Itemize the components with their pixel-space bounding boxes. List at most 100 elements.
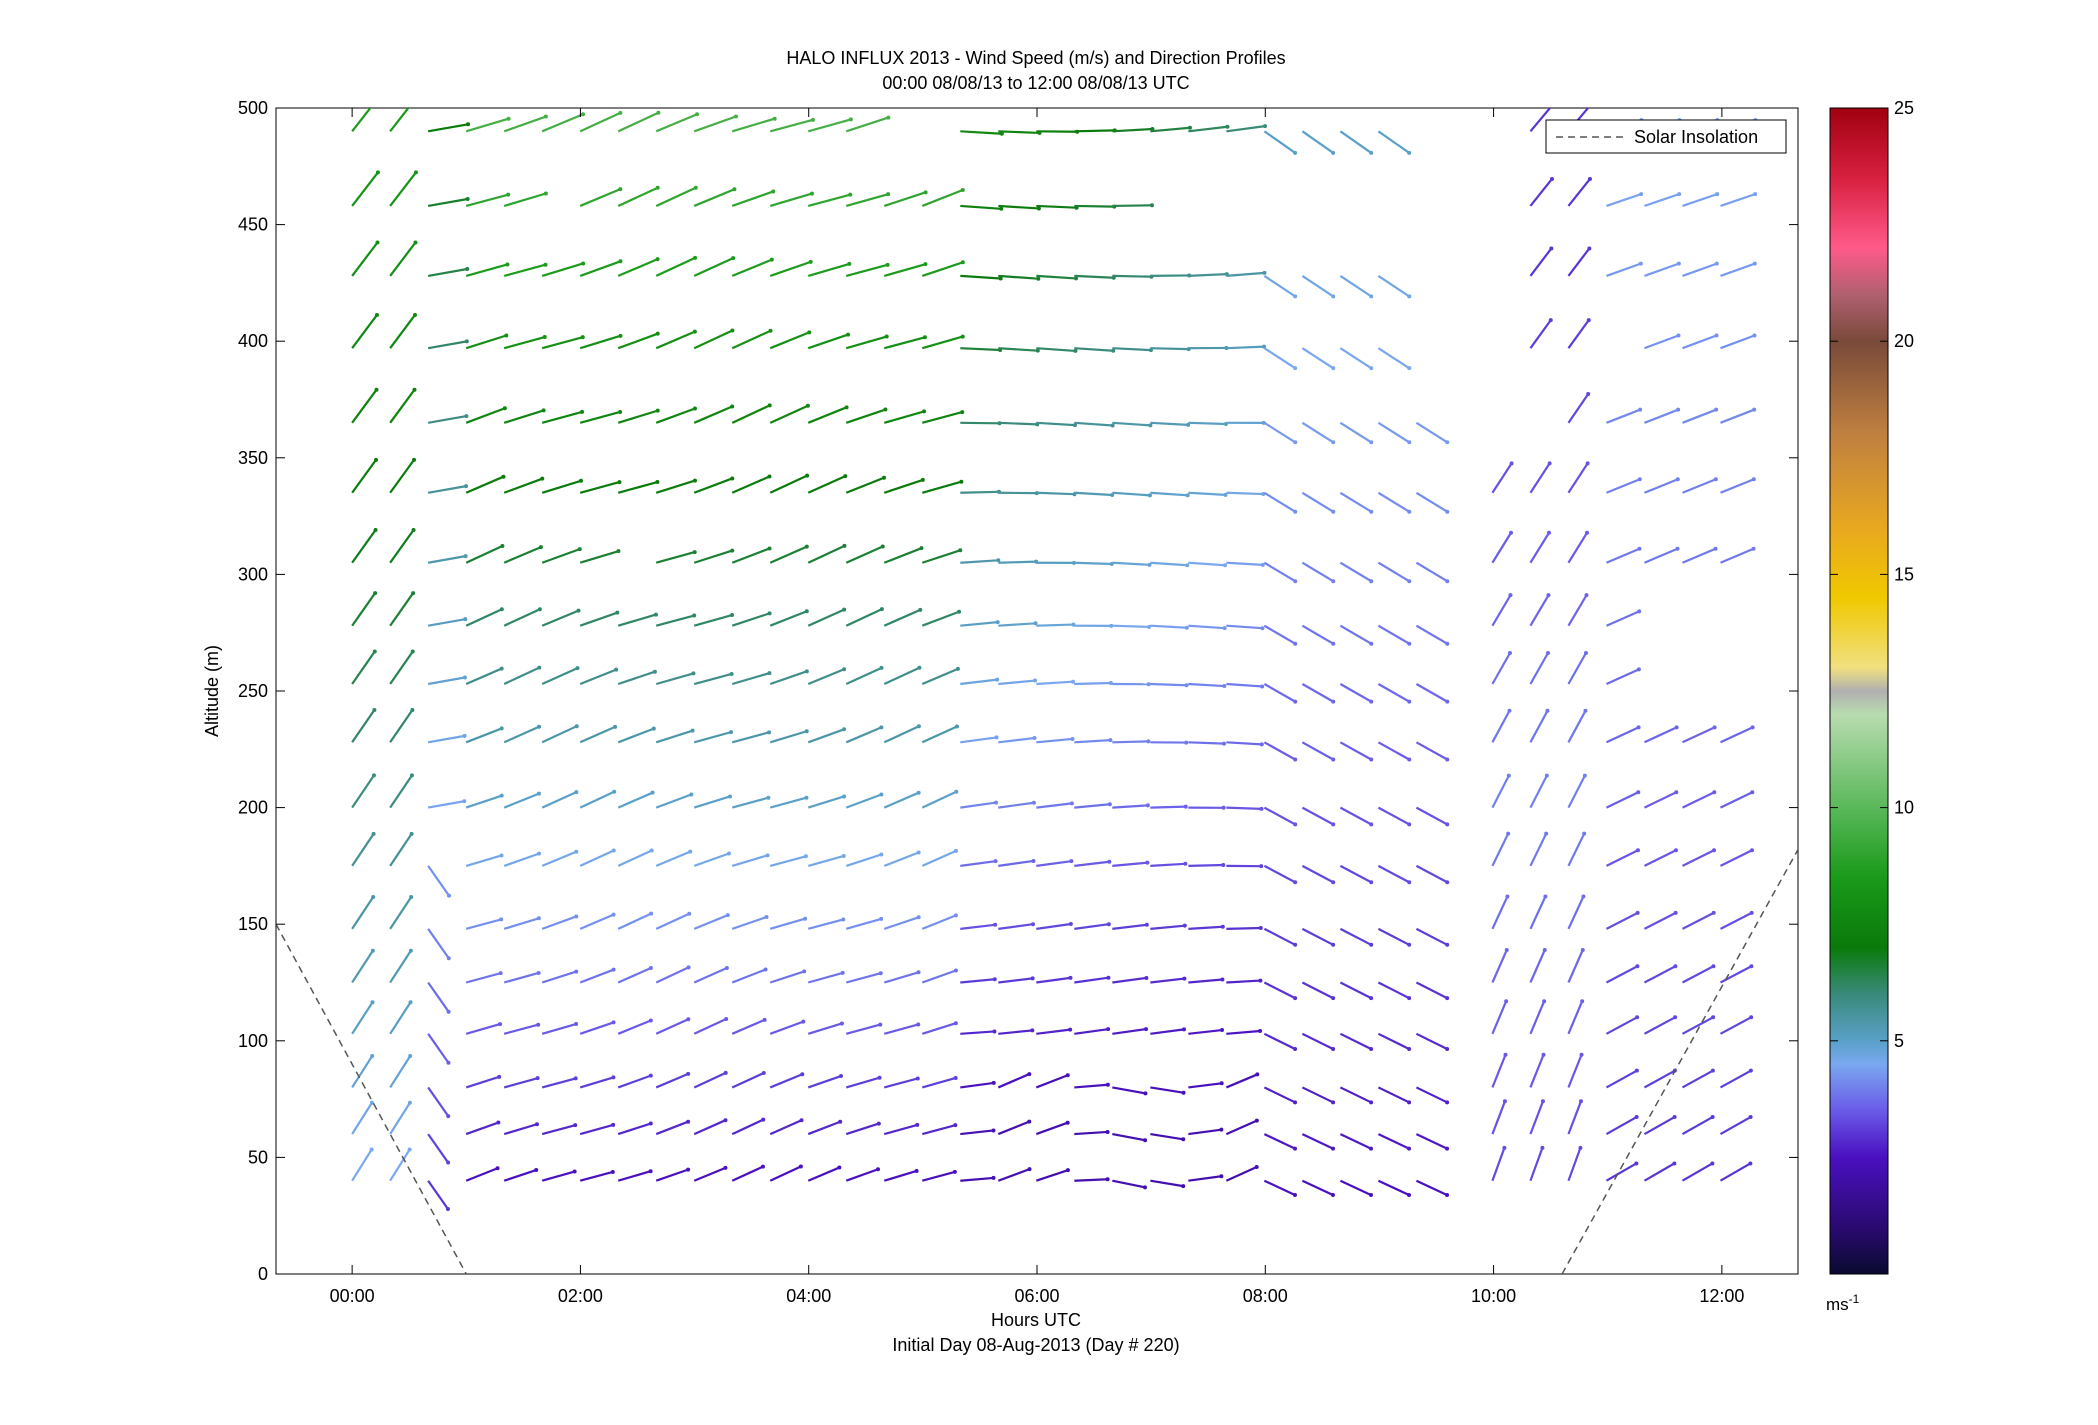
legend-solar-label: Solar Insolation xyxy=(1634,127,1758,147)
wind-barb-tip xyxy=(1032,801,1036,805)
wind-barb-tip xyxy=(954,1076,958,1080)
wind-barb-tip xyxy=(1222,806,1226,810)
wind-barb-tip xyxy=(886,192,890,196)
wind-barb-tip xyxy=(1714,408,1718,412)
wind-barb-tip xyxy=(1221,925,1225,929)
wind-barb-tip xyxy=(1504,999,1508,1003)
wind-barb-tip xyxy=(1331,880,1335,884)
wind-barb-tip xyxy=(1445,642,1449,646)
wind-barb-tip xyxy=(809,260,813,264)
wind-barb-tip xyxy=(1220,977,1224,981)
wind-barb-tip xyxy=(918,608,922,612)
wind-barb-tip xyxy=(618,187,622,191)
wind-barb-tip xyxy=(1581,948,1585,952)
wind-barb-tip xyxy=(1184,741,1188,745)
wind-barb-tip xyxy=(1331,440,1335,444)
wind-barb-tip xyxy=(956,667,960,671)
wind-barb-tip xyxy=(961,335,965,339)
wind-barb-tip xyxy=(1181,1184,1185,1188)
wind-barb-tip xyxy=(446,1207,450,1211)
wind-barb-tip xyxy=(1369,642,1373,646)
wind-barb-tip xyxy=(730,476,734,480)
wind-barb-tip xyxy=(879,666,883,670)
wind-barb-tip xyxy=(885,335,889,339)
wind-barb-tip xyxy=(995,678,999,682)
wind-barb-tip xyxy=(573,1170,577,1174)
wind-barb-tip xyxy=(1711,1015,1715,1019)
colorbar-tick-label-0: 5 xyxy=(1894,1031,1904,1051)
wind-barb-tip xyxy=(1260,626,1264,630)
wind-barb-tip xyxy=(1445,758,1449,762)
wind-barb-tip xyxy=(618,259,622,263)
wind-barb-tip xyxy=(1106,1177,1110,1181)
wind-barb-tip xyxy=(1711,1115,1715,1119)
wind-barb-tip xyxy=(412,528,416,532)
wind-barb-tip xyxy=(464,484,468,488)
wind-barb-tip xyxy=(1106,1130,1110,1134)
wind-barb-tip xyxy=(1509,531,1513,535)
wind-barb-tip xyxy=(611,1075,615,1079)
wind-barb-tip xyxy=(991,1128,995,1132)
wind-barb-tip xyxy=(1331,1100,1335,1104)
wind-barb-tip xyxy=(1331,642,1335,646)
wind-barb-tip xyxy=(840,1021,844,1025)
wind-barb-tip xyxy=(503,406,507,410)
wind-barb-tip xyxy=(581,335,585,339)
wind-barb xyxy=(998,562,1036,563)
wind-barb-tip xyxy=(1752,477,1756,481)
wind-barb-tip xyxy=(810,192,814,196)
wind-barb-tip xyxy=(726,913,730,917)
wind-barb-tip xyxy=(1749,1069,1753,1073)
y-tick-label-9: 450 xyxy=(238,215,268,235)
wind-barb-tip xyxy=(805,609,809,613)
wind-barb-tip xyxy=(1146,739,1150,743)
wind-barb-tip xyxy=(1502,1146,1506,1150)
wind-barb-tip xyxy=(1407,294,1411,298)
wind-barb-tip xyxy=(446,1161,450,1165)
wind-barb xyxy=(1226,347,1264,349)
wind-barb-tip xyxy=(1033,679,1037,683)
wind-barb-tip xyxy=(372,708,376,712)
wind-barb-tip xyxy=(954,849,958,853)
wind-barb xyxy=(998,423,1037,425)
wind-barb-tip xyxy=(497,1075,501,1079)
wind-barb-tip xyxy=(693,330,697,334)
wind-barb-tip xyxy=(883,408,887,412)
wind-barb-tip xyxy=(1143,1138,1147,1142)
wind-barb-tip xyxy=(1182,1027,1186,1031)
wind-barb-tip xyxy=(408,1148,412,1152)
wind-barb-tip xyxy=(1445,440,1449,444)
wind-barb-tip xyxy=(1293,642,1297,646)
wind-barb-tip xyxy=(614,668,618,672)
wind-barb-tip xyxy=(1108,802,1112,806)
wind-barb xyxy=(1188,865,1223,866)
wind-barb-tip xyxy=(409,949,413,953)
wind-barb-tip xyxy=(1584,651,1588,655)
y-tick-label-5: 250 xyxy=(238,681,268,701)
wind-barb-tip xyxy=(464,554,468,558)
wind-barb-tip xyxy=(1185,626,1189,630)
wind-barb-tip xyxy=(618,410,622,414)
wind-barb-tip xyxy=(611,1123,615,1127)
wind-barb-tip xyxy=(764,968,768,972)
wind-barb-tip xyxy=(838,1120,842,1124)
wind-barb-tip xyxy=(1712,911,1716,915)
wind-barb-tip xyxy=(1255,1119,1259,1123)
wind-barb-tip xyxy=(837,1166,841,1170)
wind-barb-tip xyxy=(730,549,734,553)
wind-barb-tip xyxy=(1148,493,1152,497)
wind-barb-tip xyxy=(649,966,653,970)
wind-barb-tip xyxy=(766,796,770,800)
wind-barb-tip xyxy=(917,724,921,728)
wind-barb-tip xyxy=(1508,593,1512,597)
wind-barb-tip xyxy=(917,970,921,974)
wind-barb-tip xyxy=(1331,943,1335,947)
wind-barb-tip xyxy=(1445,996,1449,1000)
wind-barb-tip xyxy=(1545,709,1549,713)
wind-barb-tip xyxy=(842,667,846,671)
wind-barb-tip xyxy=(1293,943,1297,947)
wind-barb-tip xyxy=(725,966,729,970)
x-tick-label-4: 08:00 xyxy=(1243,1286,1288,1306)
wind-barb-tip xyxy=(649,1019,653,1023)
wind-barb-tip xyxy=(1369,996,1373,1000)
